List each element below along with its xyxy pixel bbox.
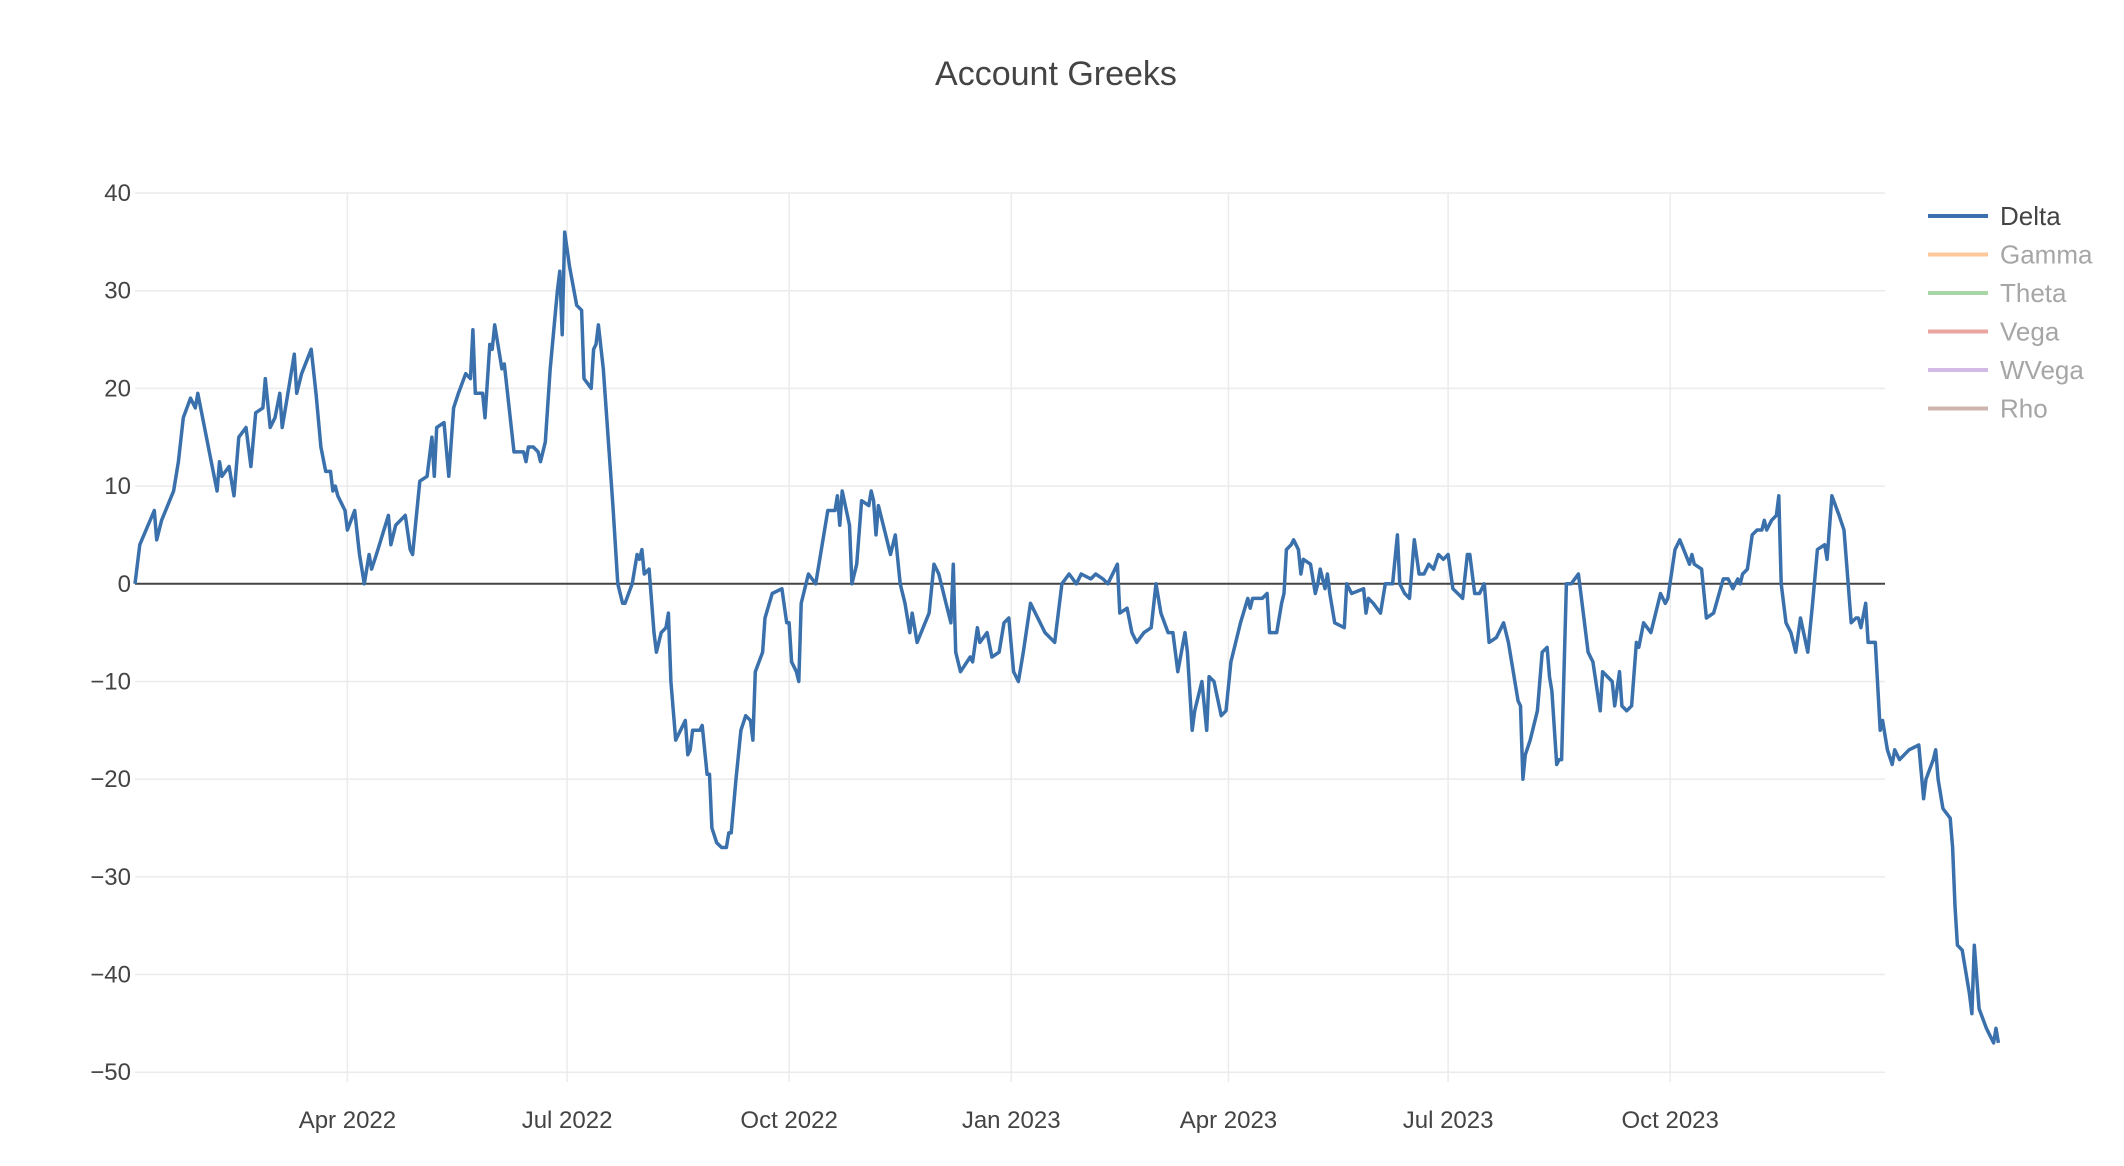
legend[interactable]: Delta Gamma Theta Vega WVega Rho [1928, 201, 2093, 424]
x-tick-label: Jul 2022 [522, 1107, 613, 1134]
x-tick-label: Jul 2023 [1403, 1107, 1494, 1134]
legend-item-delta[interactable]: Delta [1928, 201, 2061, 231]
y-tick-label: −20 [90, 766, 131, 793]
legend-label: Rho [2000, 394, 2048, 424]
legend-item-theta[interactable]: Theta [1928, 278, 2067, 308]
y-axis-ticks: 40 30 20 10 0 −10 −20 −30 −40 −50 [90, 180, 131, 1086]
x-tick-label: Apr 2023 [1180, 1107, 1277, 1134]
y-tick-label: 30 [104, 278, 131, 305]
y-tick-label: −40 [90, 962, 131, 989]
x-tick-label: Apr 2022 [299, 1107, 396, 1134]
legend-label: Delta [2000, 201, 2061, 231]
x-tick-label: Jan 2023 [962, 1107, 1061, 1134]
y-tick-label: −30 [90, 864, 131, 891]
y-tick-label: 40 [104, 180, 131, 207]
x-tick-label: Oct 2022 [740, 1107, 837, 1134]
y-tick-label: 20 [104, 375, 131, 402]
legend-label: WVega [2000, 355, 2084, 385]
x-axis-ticks: Apr 2022 Jul 2022 Oct 2022 Jan 2023 Apr 2023… [299, 1107, 1719, 1134]
legend-label: Gamma [2000, 240, 2093, 270]
x-tick-label: Oct 2023 [1621, 1107, 1718, 1134]
legend-label: Theta [2000, 278, 2067, 308]
legend-label: Vega [2000, 317, 2060, 347]
y-tick-label: −50 [90, 1059, 131, 1086]
chart-title: Account Greeks [935, 55, 1177, 93]
legend-item-vega[interactable]: Vega [1928, 317, 2060, 347]
y-tick-label: 0 [118, 571, 131, 598]
legend-item-wvega[interactable]: WVega [1928, 355, 2084, 385]
legend-item-rho[interactable]: Rho [1928, 394, 2048, 424]
legend-item-gamma[interactable]: Gamma [1928, 240, 2093, 270]
series-layer [133, 230, 2001, 1045]
y-tick-label: −10 [90, 668, 131, 695]
y-tick-label: 10 [104, 473, 131, 500]
series-line-delta [133, 230, 2001, 1045]
